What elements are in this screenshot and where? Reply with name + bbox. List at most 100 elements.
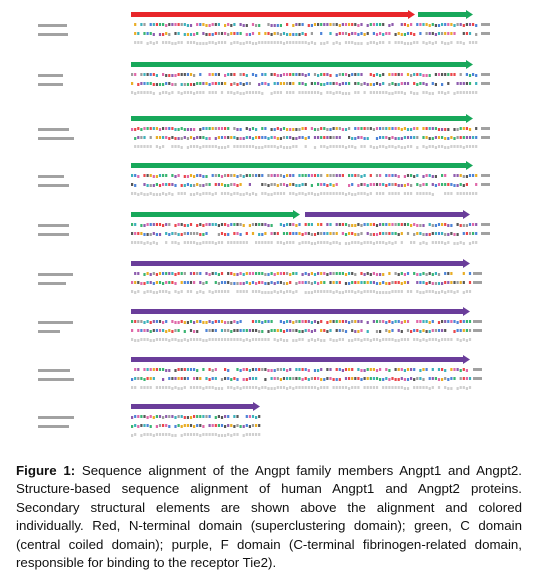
residue-glyph	[248, 433, 251, 436]
residue-count-blur	[473, 368, 482, 371]
residue-glyph	[298, 23, 301, 26]
residue-glyph	[450, 320, 453, 323]
residue-glyph	[428, 192, 431, 195]
residue-glyph	[468, 232, 472, 235]
residue-glyph	[441, 32, 444, 35]
residue-glyph	[400, 33, 403, 36]
residue-glyph	[382, 183, 385, 186]
residue-glyph	[434, 329, 437, 332]
residue-glyph	[338, 281, 341, 284]
residue-glyph	[459, 41, 462, 44]
residue-glyph	[416, 73, 419, 76]
residue-glyph	[149, 281, 152, 284]
residue-glyph	[286, 136, 289, 139]
residue-glyph	[357, 33, 360, 36]
residue-glyph	[338, 338, 341, 341]
residue-glyph	[264, 32, 267, 35]
residue-glyph	[227, 338, 230, 341]
residue-glyph	[295, 33, 298, 36]
residue-glyph	[329, 128, 332, 131]
residue-glyph	[425, 339, 428, 342]
residue-glyph	[251, 424, 255, 427]
residue-glyph	[208, 73, 211, 76]
residue-glyph	[317, 387, 320, 390]
residue-glyph	[298, 73, 301, 76]
residue-glyph	[292, 192, 295, 195]
residue-glyph	[261, 321, 264, 324]
residue-glyph	[199, 233, 202, 236]
residue-glyph	[295, 41, 298, 44]
residue-glyph	[273, 174, 276, 177]
residue-glyph	[211, 386, 214, 389]
residue-glyph	[165, 424, 168, 427]
residue-glyph	[459, 145, 462, 148]
residue-glyph	[149, 174, 152, 177]
residue-glyph	[162, 136, 165, 139]
residue-glyph	[236, 378, 239, 381]
residue-glyph	[382, 281, 385, 284]
residue-glyph	[186, 241, 189, 244]
residue-glyph	[279, 33, 282, 36]
residue-glyph	[372, 128, 375, 131]
residue-glyph	[205, 137, 208, 140]
residue-glyph	[146, 174, 149, 177]
residue-glyph	[453, 320, 456, 323]
residue-glyph	[388, 73, 391, 76]
residue-glyph	[261, 73, 264, 76]
residue-glyph	[183, 175, 186, 178]
residue-glyph	[242, 386, 245, 389]
residue-glyph	[168, 192, 171, 195]
residue-glyph	[273, 82, 276, 85]
residue-glyph	[273, 41, 276, 44]
residue-glyph	[323, 241, 326, 244]
residue-glyph	[462, 368, 465, 371]
sequence-name-blur	[38, 282, 66, 285]
residue-glyph	[413, 127, 416, 130]
residue-glyph	[425, 32, 428, 35]
residue-glyph	[171, 23, 174, 26]
residue-glyph	[326, 223, 329, 226]
residue-glyph	[450, 183, 453, 186]
residue-glyph	[264, 183, 267, 186]
residue-glyph	[422, 368, 425, 371]
residue-glyph	[437, 282, 441, 285]
residue-glyph	[140, 145, 143, 148]
residue-glyph	[323, 183, 326, 186]
residue-glyph	[313, 339, 317, 342]
residue-glyph	[413, 92, 416, 95]
residue-glyph	[375, 127, 379, 130]
residue-glyph	[149, 82, 152, 85]
residue-glyph	[391, 338, 394, 341]
residue-glyph	[211, 321, 214, 324]
residue-glyph	[230, 386, 233, 389]
residue-glyph	[220, 82, 224, 85]
residue-glyph	[239, 174, 242, 177]
residue-glyph	[245, 415, 248, 418]
sequence-name-blur	[38, 137, 74, 140]
residue-glyph	[131, 174, 134, 177]
residue-glyph	[304, 232, 307, 235]
residue-glyph	[245, 24, 248, 27]
residue-glyph	[422, 136, 425, 139]
residue-glyph	[354, 73, 357, 76]
residue-glyph	[208, 433, 211, 436]
residue-glyph	[242, 329, 245, 332]
residue-glyph	[379, 127, 382, 130]
residue-glyph	[183, 416, 186, 419]
residue-glyph	[403, 369, 406, 372]
residue-glyph	[397, 339, 400, 342]
residue-glyph	[196, 424, 199, 427]
residue-glyph	[437, 386, 441, 389]
residue-glyph	[205, 433, 208, 436]
residue-glyph	[422, 74, 425, 77]
residue-glyph	[375, 386, 379, 389]
residue-glyph	[131, 281, 134, 284]
residue-glyph	[267, 320, 270, 323]
residue-glyph	[394, 386, 397, 389]
domain-arrow-head	[253, 402, 260, 411]
residue-glyph	[369, 91, 372, 94]
residue-glyph	[155, 291, 158, 294]
residue-glyph	[437, 329, 441, 332]
residue-glyph	[227, 424, 230, 427]
residue-glyph	[468, 41, 472, 44]
